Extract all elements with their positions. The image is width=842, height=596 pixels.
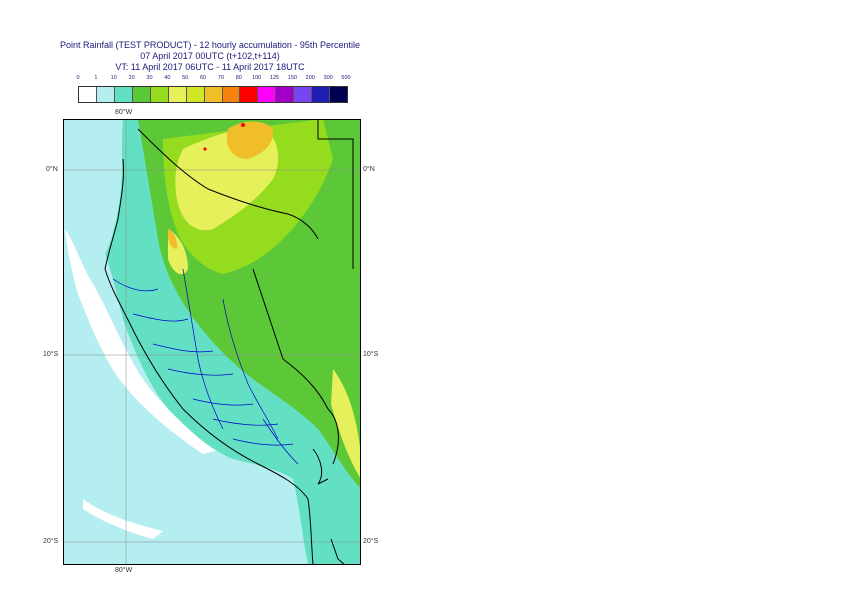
rain-band-orange	[226, 121, 274, 159]
lat-label-0-right: 0°N	[363, 166, 375, 173]
lat-label-10-left: 10°S	[43, 351, 59, 358]
legend-threshold-label: 125	[269, 75, 280, 81]
title-line-3: VT: 11 April 2017 06UTC - 11 April 2017 …	[115, 62, 305, 72]
rainfall-map	[63, 119, 361, 565]
legend-color-box	[204, 87, 223, 102]
legend-threshold-label: 20	[128, 75, 135, 81]
color-legend: 0 1 10 20 30 40 50 60 70 80 100 125 150 200 300 500	[76, 75, 351, 103]
legend-color-box	[132, 87, 151, 102]
legend-color-boxes	[78, 86, 348, 103]
legend-color-box	[150, 87, 169, 102]
legend-threshold-label: 150	[287, 75, 297, 81]
legend-threshold-label: 30	[146, 75, 153, 81]
rain-band-orange	[167, 229, 178, 249]
rain-band-yellow	[331, 369, 361, 479]
legend-threshold-label: 100	[252, 75, 262, 81]
map-title-block: Point Rainfall (TEST PRODUCT) - 12 hourl…	[60, 40, 360, 73]
legend-color-box	[276, 87, 295, 102]
title-line-2: 07 April 2017 00UTC (t+102,t+114)	[140, 51, 280, 61]
legend-color-box	[186, 87, 205, 102]
legend-threshold-label: 60	[200, 75, 207, 81]
lon-label-top: 80°W	[115, 109, 133, 116]
legend-threshold-label: 300	[323, 75, 333, 81]
legend-color-box	[240, 87, 259, 102]
lat-label-0-left: 0°N	[46, 166, 58, 173]
legend-threshold-labels: 0 1 10 20 30 40 50 60 70 80 100 125 150 200 300 500	[76, 75, 351, 85]
legend-color-box	[96, 87, 115, 102]
rain-max-marker	[241, 123, 245, 127]
lon-label-bottom: 80°W	[115, 567, 133, 574]
legend-threshold-label: 70	[217, 75, 224, 81]
lat-label-20-right: 20°S	[363, 538, 379, 545]
legend-color-box	[312, 87, 331, 102]
legend-color-box	[79, 87, 97, 102]
legend-color-box	[222, 87, 241, 102]
legend-threshold-label: 0	[76, 75, 80, 81]
legend-color-box	[258, 87, 277, 102]
legend-threshold-label: 80	[235, 75, 242, 81]
lat-label-10-right: 10°S	[363, 351, 379, 358]
legend-color-box	[168, 87, 187, 102]
legend-color-box	[294, 87, 313, 102]
region-borders	[112, 268, 299, 465]
legend-color-box	[330, 87, 348, 102]
title-line-1: Point Rainfall (TEST PRODUCT) - 12 hourl…	[60, 40, 360, 50]
legend-color-box	[114, 87, 133, 102]
legend-threshold-label: 10	[110, 75, 117, 81]
legend-threshold-label: 200	[305, 75, 315, 81]
country-borders	[104, 119, 354, 565]
legend-threshold-label: 500	[341, 75, 351, 81]
legend-threshold-label: 1	[94, 75, 98, 81]
legend-threshold-label: 50	[182, 75, 189, 81]
legend-threshold-label: 40	[164, 75, 171, 81]
lat-label-20-left: 20°S	[43, 538, 59, 545]
no-rain-patch	[83, 499, 163, 539]
rain-max-marker	[203, 147, 207, 151]
map-frame	[63, 119, 361, 565]
